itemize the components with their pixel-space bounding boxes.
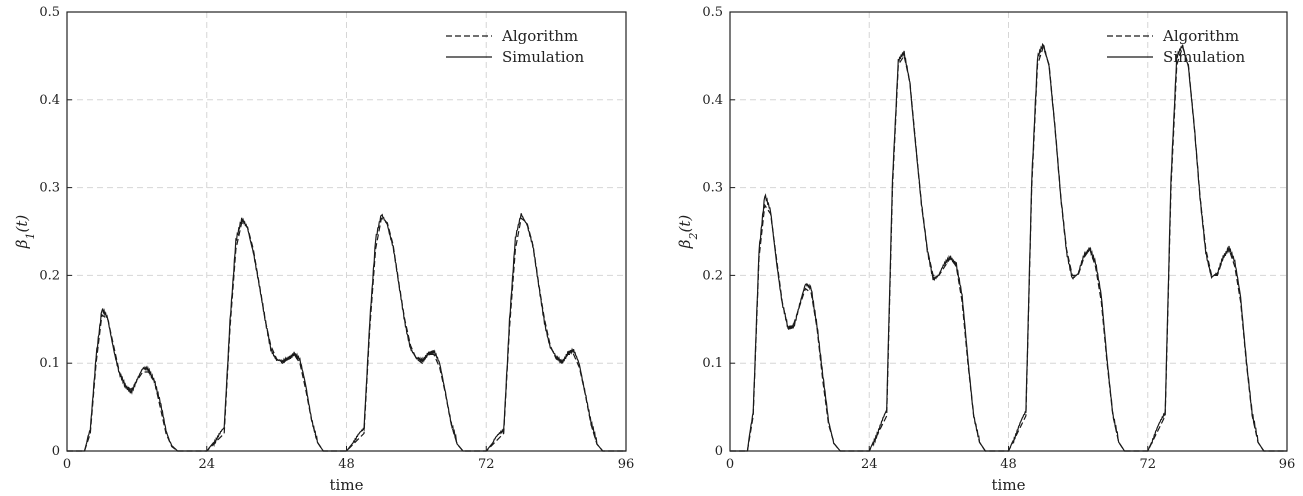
y-tick-label: 0.5: [702, 5, 723, 20]
legend-label-algorithm: Algorithm: [1162, 27, 1239, 45]
x-tick-label: 72: [1139, 457, 1156, 472]
x-tick-label: 72: [478, 457, 495, 472]
x-axis-label: time: [992, 476, 1026, 494]
x-tick-label: 0: [726, 457, 734, 472]
x-tick-label: 0: [63, 457, 71, 472]
y-tick-label: 0.1: [39, 356, 60, 371]
x-tick-label: 96: [618, 457, 635, 472]
y-tick-label: 0.2: [702, 268, 723, 283]
y-tick-labels: 0 0.1 0.2 0.3 0.4 0.5: [39, 5, 72, 459]
x-tick-label: 96: [1279, 457, 1296, 472]
y-tick-label: 0.1: [702, 356, 723, 371]
x-axis-label: time: [330, 476, 364, 494]
y-axis-label: β2(t): [676, 215, 700, 250]
legend-label-algorithm: Algorithm: [501, 27, 578, 45]
x-tick-label: 48: [1000, 457, 1017, 472]
legend-label-simulation: Simulation: [1163, 48, 1246, 66]
y-tick-label: 0.3: [702, 181, 723, 196]
y-axis-label-subscript: 2: [687, 233, 700, 241]
y-tick-label: 0.4: [39, 93, 60, 108]
legend: Algorithm Simulation: [446, 27, 585, 66]
y-axis-label-subscript: 1: [24, 233, 37, 240]
y-axis-label-arg: (t): [676, 215, 694, 233]
y-tick-label: 0: [715, 444, 723, 459]
x-tick-label: 48: [338, 457, 355, 472]
x-tick-labels: 0 24 48 72 96: [726, 446, 1295, 472]
x-tick-labels: 0 24 48 72 96: [63, 446, 634, 472]
grid-lines: [730, 12, 1287, 451]
y-tick-label: 0.5: [39, 5, 60, 20]
y-axis-label-base: β: [13, 239, 31, 249]
y-tick-labels: 0 0.1 0.2 0.3 0.4 0.5: [702, 5, 735, 459]
y-axis-label-arg: (t): [13, 215, 31, 233]
grid-lines: [67, 12, 626, 451]
y-tick-label: 0.3: [39, 181, 60, 196]
y-axis-label: β1(t): [13, 215, 37, 250]
legend-label-simulation: Simulation: [502, 48, 585, 66]
y-tick-label: 0: [52, 444, 60, 459]
y-tick-label: 0.4: [702, 93, 723, 108]
chart-beta2: 0 24 48 72 96 0 0.1 0.2 0.3 0.4 0.5 time β2(t) Al…: [676, 5, 1295, 494]
y-tick-label: 0.2: [39, 268, 60, 283]
x-tick-label: 24: [861, 457, 878, 472]
chart-beta1: 0 24 48 72 96 0 0.1 0.2 0.3 0.4 0.5 time β1(t) Al…: [13, 5, 634, 494]
legend: Algorithm Simulation: [1107, 27, 1246, 66]
y-axis-label-base: β: [676, 239, 694, 249]
x-tick-label: 24: [198, 457, 215, 472]
